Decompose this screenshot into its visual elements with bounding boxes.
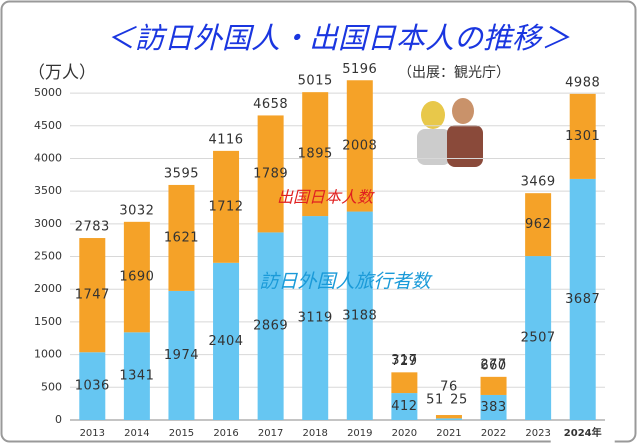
value-label: 1301 xyxy=(565,129,600,144)
bar-segment xyxy=(435,418,462,420)
x-tick-label: 2020 xyxy=(392,428,417,439)
value-label: 277 xyxy=(480,357,506,372)
total-label: 660 xyxy=(480,358,506,373)
total-label: 4658 xyxy=(253,97,288,112)
y-tick-label: 4500 xyxy=(34,119,62,132)
x-tick-label: 2018 xyxy=(302,428,327,439)
x-tick-label: 2022 xyxy=(481,428,506,439)
bar-segment xyxy=(213,262,240,420)
bar-segment xyxy=(302,92,329,217)
value-label: 2507 xyxy=(521,331,556,346)
x-tick-label: 2019 xyxy=(347,428,372,439)
value-label: 1621 xyxy=(164,230,199,245)
bar-segment xyxy=(480,394,507,420)
total-label: 729 xyxy=(391,354,417,369)
value-label: 1341 xyxy=(119,369,154,384)
bar-segment xyxy=(435,415,462,419)
total-label: 5015 xyxy=(298,74,333,89)
value-label: 317 xyxy=(391,353,417,368)
y-tick-label: 1000 xyxy=(34,348,62,361)
bar-segment xyxy=(391,372,418,394)
y-tick-label: 1500 xyxy=(34,315,62,328)
y-tick-label: 4000 xyxy=(34,151,62,164)
x-tick-label: 2014 xyxy=(124,428,149,439)
bar-segment xyxy=(123,221,150,333)
value-label: 2404 xyxy=(208,334,243,349)
value-label: 412 xyxy=(391,399,417,414)
x-tick-label: 2015 xyxy=(169,428,194,439)
x-tick-label: 2023 xyxy=(525,428,550,439)
value-label: 1036 xyxy=(75,379,110,394)
x-tick-label: 2024年 xyxy=(564,426,602,439)
total-label: 3595 xyxy=(164,166,199,181)
y-tick-label: 3500 xyxy=(34,184,62,197)
value-label: 962 xyxy=(525,217,551,232)
value-label: 25 xyxy=(450,393,468,408)
value-label: 2869 xyxy=(253,319,288,334)
value-label: 2008 xyxy=(342,138,377,153)
bar-segment xyxy=(480,376,507,395)
total-label: 76 xyxy=(440,380,458,395)
value-label: 3687 xyxy=(565,292,600,307)
chart-title: ＜訪日外国人・出国日本人の推移＞ xyxy=(106,21,570,55)
x-tick-label: 2021 xyxy=(436,428,461,439)
series-label: 訪日外国人旅行者数 xyxy=(259,271,433,293)
value-label: 383 xyxy=(480,400,506,415)
clip-art xyxy=(417,98,483,167)
y-tick-label: 0 xyxy=(55,413,62,426)
y-tick-label: 3000 xyxy=(34,217,62,230)
y-tick-label: 5000 xyxy=(34,86,62,99)
bar-segment xyxy=(168,290,195,420)
value-label: 1895 xyxy=(298,147,333,162)
total-label: 4116 xyxy=(208,132,243,147)
value-label: 1789 xyxy=(253,166,288,181)
value-label: 1690 xyxy=(119,270,154,285)
bar-segment xyxy=(346,80,373,212)
bar-segment xyxy=(79,238,106,353)
x-label-box xyxy=(550,422,615,443)
value-label: 1974 xyxy=(164,348,199,363)
bar-segment xyxy=(213,150,240,263)
x-tick-label: 2017 xyxy=(258,428,283,439)
y-tick-label: 2500 xyxy=(34,250,62,263)
series-label: 出国日本人数 xyxy=(277,188,375,207)
bar-segment xyxy=(525,193,552,257)
bar-segment xyxy=(525,256,552,420)
y-tick-label: 500 xyxy=(41,380,62,393)
total-label: 4988 xyxy=(565,75,600,90)
value-label: 1712 xyxy=(208,199,243,214)
bar-segment xyxy=(168,184,195,291)
bar-segment xyxy=(79,352,106,420)
value-label: 3188 xyxy=(342,308,377,323)
value-label: 1747 xyxy=(75,288,110,303)
bar-segment xyxy=(569,178,596,420)
total-label: 3032 xyxy=(119,203,154,218)
value-label: 3119 xyxy=(298,311,333,326)
x-tick-label: 2013 xyxy=(80,428,105,439)
bar-segment xyxy=(569,93,596,179)
bar-segment xyxy=(346,211,373,420)
y-unit: （万人） xyxy=(28,63,96,83)
source-note: （出展：観光庁） xyxy=(398,64,510,81)
y-tick-label: 2000 xyxy=(34,282,62,295)
bar-segment xyxy=(123,332,150,420)
total-label: 3469 xyxy=(521,175,556,190)
x-tick-label: 2016 xyxy=(213,428,238,439)
bar-segment xyxy=(257,115,284,233)
bar-segment xyxy=(257,232,284,420)
total-label: 2783 xyxy=(75,220,110,235)
total-label: 5196 xyxy=(342,62,377,77)
bar-segment xyxy=(302,216,329,420)
bar-segment xyxy=(391,393,418,420)
value-label: 51 xyxy=(426,393,444,408)
